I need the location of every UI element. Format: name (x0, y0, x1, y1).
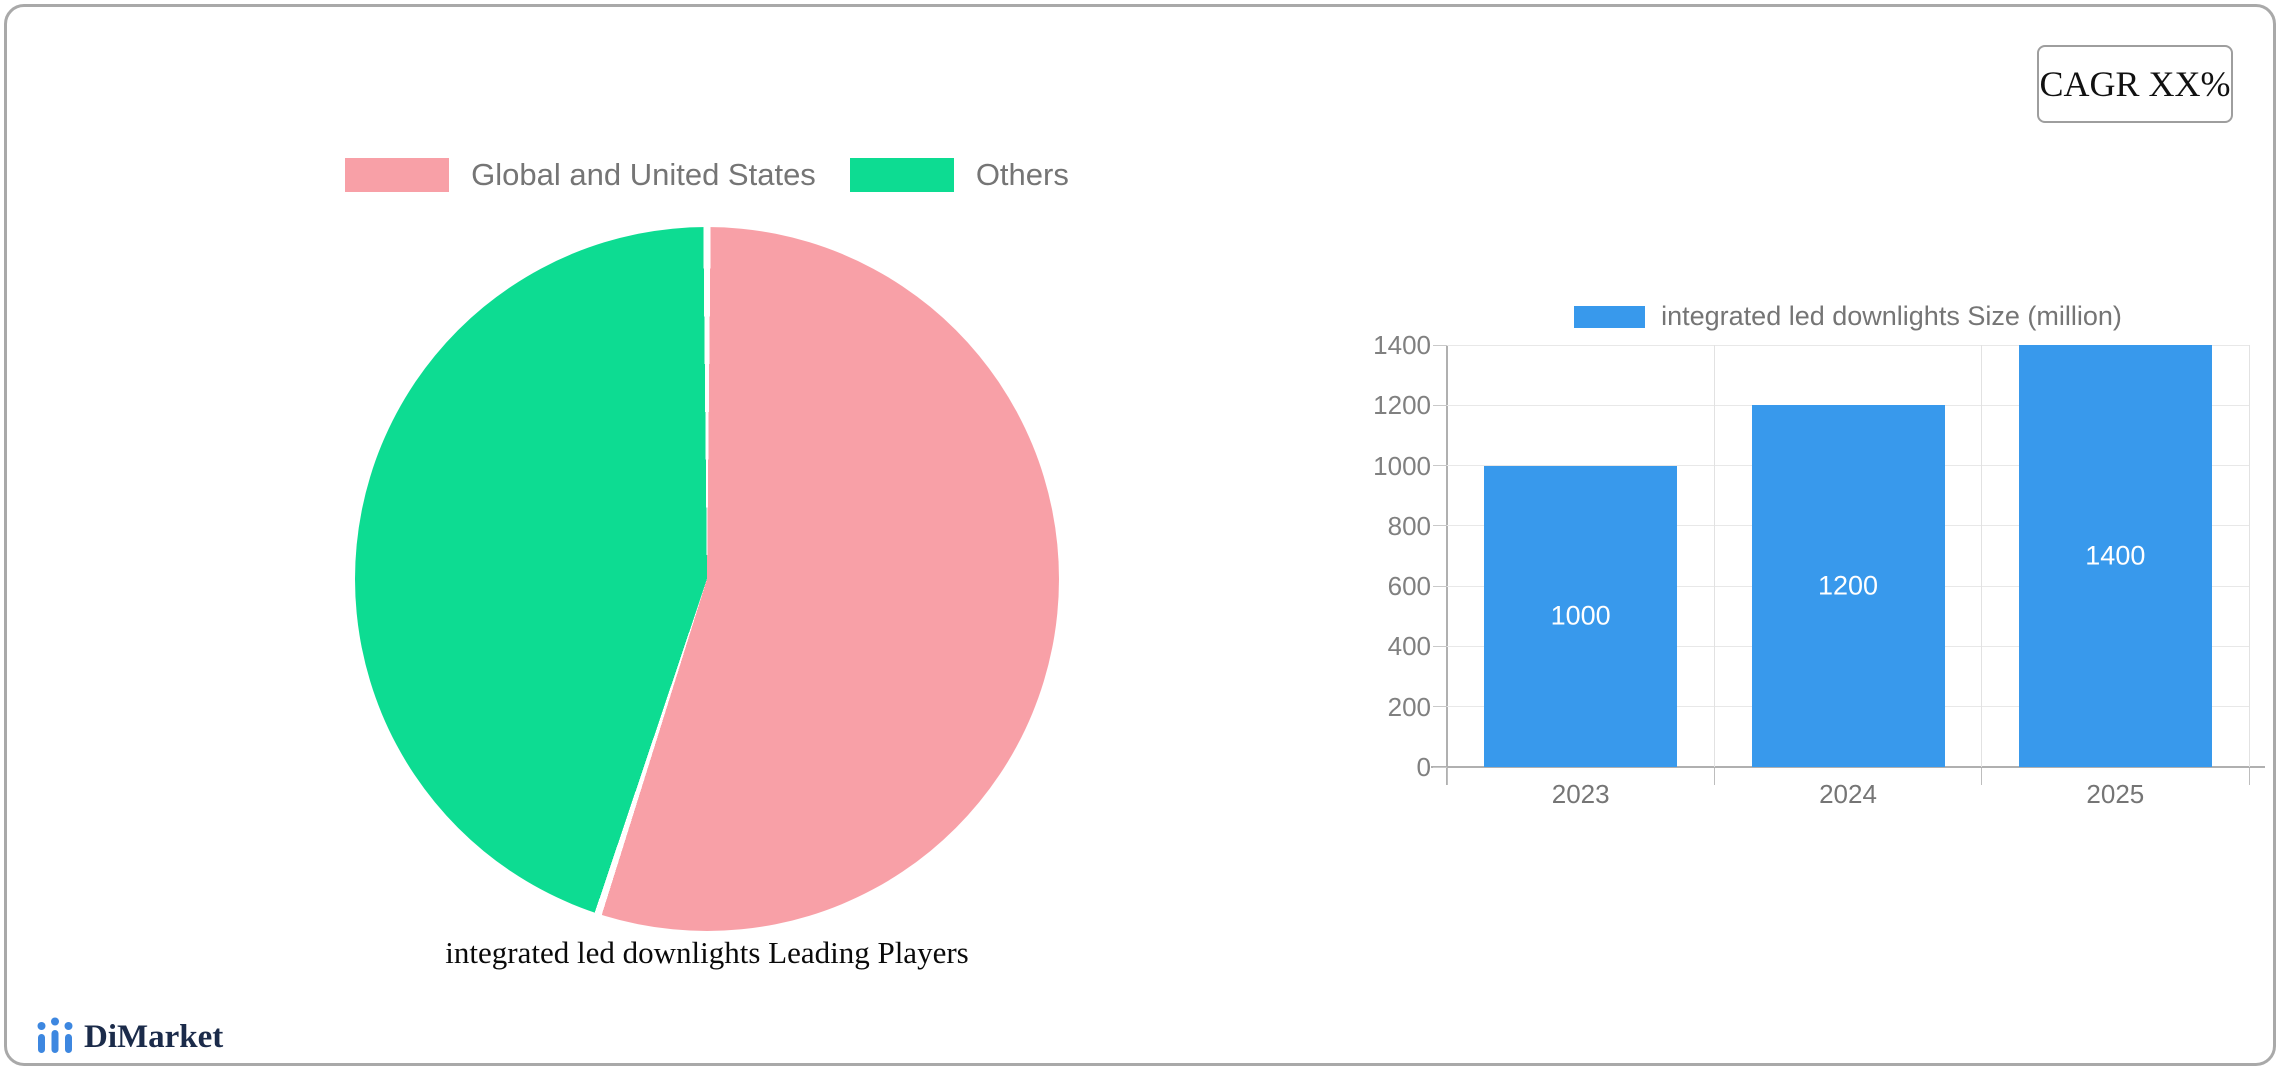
bar-legend-swatch (1574, 305, 1646, 328)
pie-legend-item-global: Global and United States (345, 157, 816, 193)
pie-chart (355, 227, 1059, 931)
y-tick-600 (1433, 585, 1447, 587)
pie-legend-item-others: Others (849, 157, 1069, 193)
report-card: CAGR XX% Global and United States Others… (4, 4, 2276, 1066)
y-tick-label: 400 (1387, 631, 1431, 662)
x-axis-line (1431, 766, 2265, 768)
pie-legend-label-global: Global and United States (471, 157, 816, 192)
y-tick-1200 (1433, 404, 1447, 406)
y-tick-0 (1433, 766, 1447, 768)
y-tick-label: 800 (1387, 510, 1431, 541)
pie-legend-label-others: Others (975, 157, 1069, 192)
category-gridline (1981, 345, 1983, 767)
y-tick-400 (1433, 645, 1447, 647)
bar-value-label: 1000 (1550, 600, 1611, 631)
pie-legend: Global and United States Others (7, 157, 1407, 193)
y-tick-1000 (1433, 465, 1447, 467)
pie-legend-swatch-global (345, 158, 450, 192)
y-tick-800 (1433, 525, 1447, 527)
y-tick-200 (1433, 706, 1447, 708)
brand-name: DiMarket (84, 1019, 224, 1055)
y-tick-label: 1000 (1373, 450, 1431, 481)
x-category-label: 2024 (1819, 779, 1877, 809)
bar-chart-plot: 0 200 400 600 800 1000 1200 1400 1000 2023 1200 202… (1373, 330, 2265, 809)
bar-2025 (2018, 345, 2212, 767)
x-tick (2248, 768, 2250, 785)
pie-legend-swatch-others (849, 158, 954, 192)
bar-2023 (1484, 465, 1678, 767)
y-tick-label: 0 (1416, 752, 1431, 782)
x-tick (1713, 768, 1715, 785)
bar-legend: integrated led downlights Size (million) (1447, 301, 2249, 332)
cagr-badge: CAGR XX% (2037, 45, 2233, 123)
bar-value-label: 1200 (1817, 570, 1879, 601)
y-tick-label: 200 (1387, 691, 1431, 722)
bar-legend-label: integrated led downlights Size (million) (1661, 301, 2122, 331)
category-gridline (2248, 345, 2250, 767)
gridline-1400 (1447, 344, 2249, 346)
bar-2024 (1751, 405, 1945, 767)
brand-logo: DiMarket (35, 1017, 223, 1055)
bar-chart-icon (37, 1017, 73, 1053)
y-tick-1400 (1433, 344, 1447, 346)
y-tick-label: 1400 (1373, 330, 1431, 360)
x-category-label: 2025 (2086, 779, 2145, 809)
bar-value-label: 1400 (2085, 540, 2146, 571)
pie-caption: integrated led downlights Leading Player… (445, 935, 969, 970)
x-category-label: 2023 (1551, 779, 1610, 809)
y-tick-label: 1200 (1373, 390, 1431, 421)
y-axis-line (1446, 345, 1448, 785)
x-tick (1446, 768, 1448, 785)
y-tick-label: 600 (1387, 571, 1431, 602)
category-gridline (1713, 345, 1715, 767)
x-tick (1981, 768, 1983, 785)
